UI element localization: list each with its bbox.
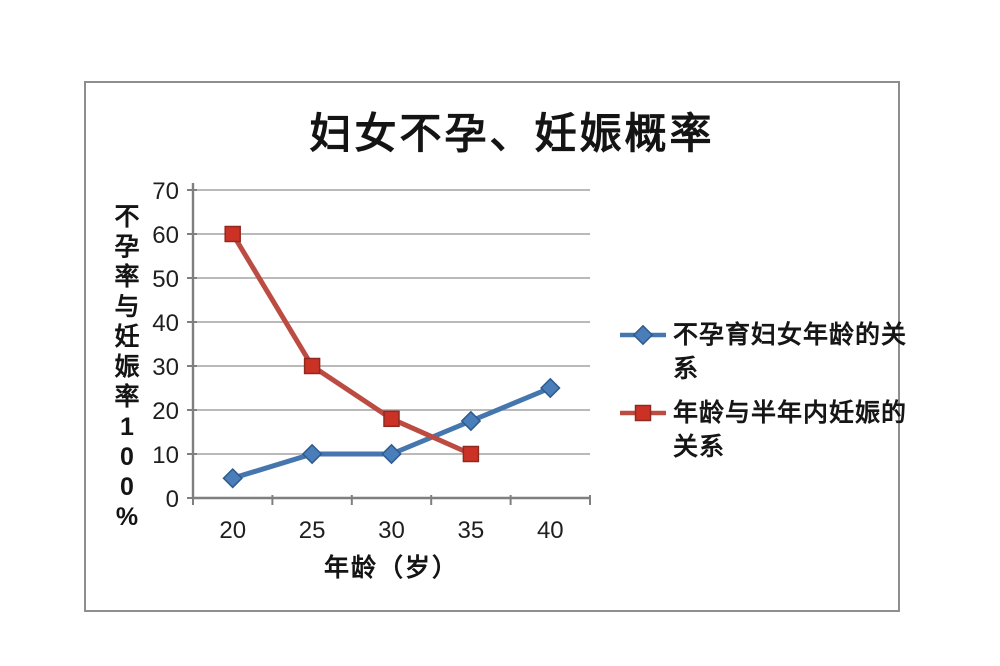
y-axis-title-char: 1 [120,413,134,441]
svg-text:70: 70 [152,178,179,205]
chart-frame [84,81,900,612]
legend-label-infertility: 不孕育妇女年龄的关系 [673,321,908,383]
svg-text:30: 30 [152,354,179,381]
blue-diamond-series-marker-icon [620,324,666,346]
y-axis-title-char: 率 [114,263,140,291]
svg-text:10: 10 [152,442,179,469]
svg-text:20: 20 [219,517,246,544]
chart-title: 妇女不孕、妊娠概率 [309,112,715,158]
y-axis-title-char: 与 [114,293,140,321]
y-axis-title-char: 娠 [114,353,140,381]
svg-text:0: 0 [166,486,179,513]
svg-text:40: 40 [537,517,564,544]
svg-text:30: 30 [378,517,405,544]
svg-text:25: 25 [299,517,326,544]
svg-text:50: 50 [152,266,179,293]
red-square-series-marker-icon [620,404,666,422]
y-axis-title-char: 妊 [114,323,140,351]
svg-text:20: 20 [152,398,179,425]
y-axis-title-char: 0 [120,473,134,501]
y-axis-title-char: 0 [120,443,134,471]
y-axis-title-char: 率 [114,383,140,411]
y-axis-title: 不孕率与妊娠率 1 0 0% [110,202,144,532]
legend: 不孕育妇女年龄的关系 年龄与半年内妊娠的关系 [618,318,928,474]
legend-item-infertility: 不孕育妇女年龄的关系 [618,318,928,386]
x-axis-title: 年龄（岁） [323,554,459,582]
y-axis-title-char: % [115,503,139,531]
legend-label-pregnancy: 年龄与半年内妊娠的关系 [673,399,908,461]
svg-text:35: 35 [458,517,485,544]
svg-text:40: 40 [152,310,179,337]
legend-item-pregnancy: 年龄与半年内妊娠的关系 [618,396,928,464]
svg-text:60: 60 [152,222,179,249]
y-axis-title-char: 不 [114,203,140,231]
y-axis-title-char: 孕 [114,233,140,261]
